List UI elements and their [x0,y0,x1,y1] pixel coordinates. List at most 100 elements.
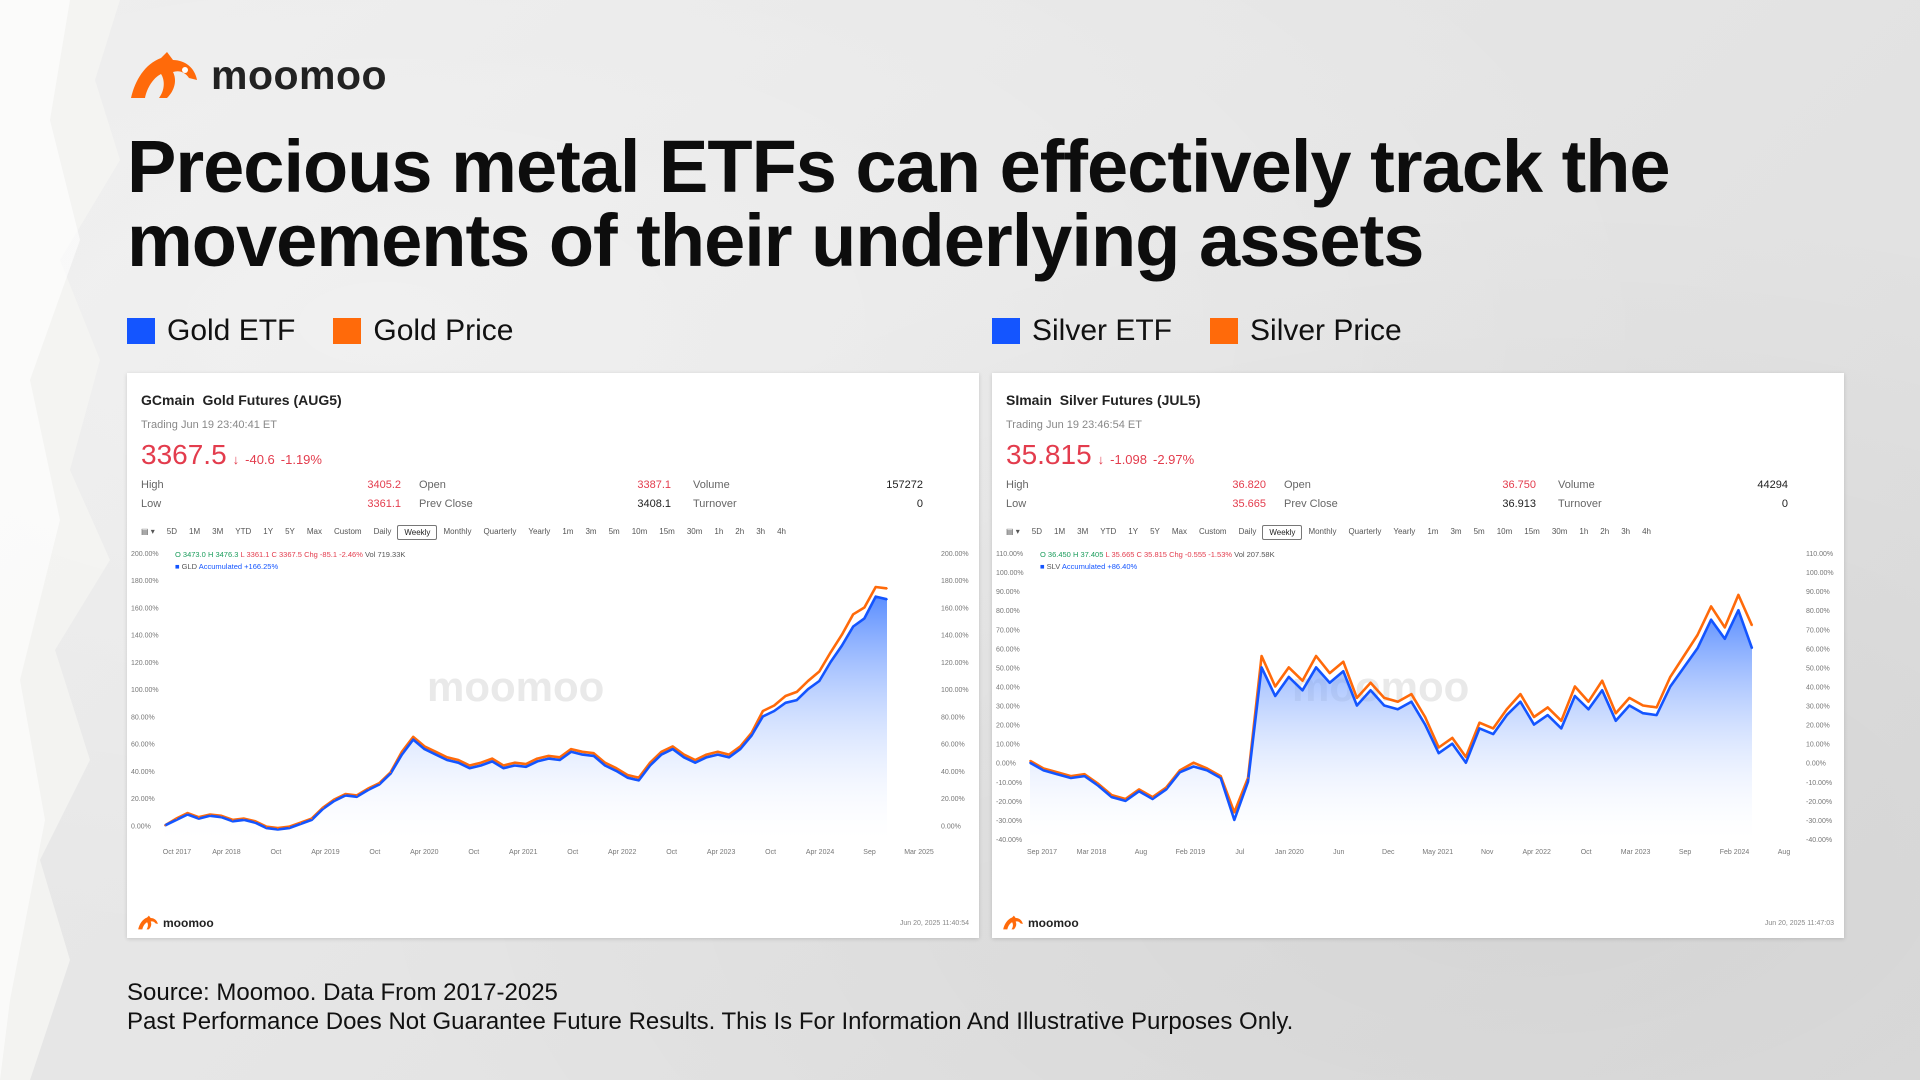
legend-item: Silver Price [1210,314,1402,348]
timeframe-button[interactable]: 2h [1600,527,1610,536]
timeframe-button[interactable]: 1h [1579,527,1589,536]
timeframe-button[interactable]: 3h [756,527,766,536]
x-tick-label: Mar 2025 [904,849,934,856]
data-point [186,813,189,816]
timeframe-button[interactable]: Monthly [1308,527,1337,536]
timeframe-button[interactable]: 3h [1621,527,1631,536]
timeframe-button[interactable]: 10m [631,527,648,536]
y-tick-label-right: 20.00% [941,796,965,803]
data-point [570,748,572,750]
timeframe-button[interactable]: 5m [1473,527,1485,536]
timeframe-button[interactable]: YTD [235,527,252,536]
stat-label: High [141,479,164,491]
data-point [1669,676,1672,678]
x-tick-label: Apr 2019 [311,849,340,856]
timeframe-button[interactable]: 4h [1642,527,1651,536]
timeframe-button[interactable]: Quarterly [483,527,517,536]
timeframe-button[interactable]: 1Y [1128,527,1139,536]
timeframe-button[interactable]: 5Y [1150,527,1160,536]
timeframe-button[interactable]: 3M [1077,527,1089,536]
data-point [886,598,888,601]
stat-label: Open [419,479,446,491]
y-tick-label-left: 30.00% [996,704,1020,711]
timeframe-button[interactable]: 4h [777,527,786,536]
timeframe-button[interactable]: 2h [735,527,745,536]
data-point [186,812,189,814]
stat-low: 35.665 [1232,498,1266,510]
data-point [344,794,347,797]
etf-ticker: SLV [1046,562,1061,571]
data-point [356,796,358,798]
timeframe-button[interactable]: 30m [686,527,703,536]
timeframe-button[interactable]: 3m [1450,527,1462,536]
legend-label: Silver ETF [1032,314,1173,347]
timeframe-button[interactable]: Monthly [443,527,472,536]
timeframe-button[interactable]: 3M [212,527,224,536]
timeframe-button[interactable]: Daily [373,527,392,536]
timeframe-button[interactable]: Quarterly [1348,527,1382,536]
data-point [1138,788,1140,791]
data-point [1179,769,1181,772]
ohlc-high: H 3476.3 [207,550,239,559]
data-point [649,761,651,764]
timeframe-button[interactable]: YTD [1100,527,1117,536]
data-point [322,806,324,809]
chart-type-dropdown[interactable]: ▤ ▾ [141,527,155,536]
legend-label: Silver Price [1250,314,1402,347]
watermark-text: moomoo [427,663,604,710]
timeframe-button[interactable]: 30m [1551,527,1568,536]
x-tick-label: Jun [1333,849,1344,856]
timeframe-button[interactable]: 1m [562,527,574,536]
data-point [446,759,448,761]
silver-legend: Silver ETF Silver Price [992,314,1440,348]
instrument-title: GCmain Gold Futures (AUG5) [141,392,342,408]
data-point [1410,700,1413,703]
timeframe-button[interactable]: Weekly [397,525,438,540]
data-point [378,782,381,784]
data-point [1451,737,1454,739]
timeframe-button[interactable]: 5m [608,527,620,536]
timeframe-button[interactable]: 5D [166,527,178,536]
timeframe-button[interactable]: 1m [1427,527,1439,536]
timeframe-button[interactable]: 15m [1524,527,1540,536]
timeframe-button[interactable]: Custom [334,527,362,536]
data-point [1465,761,1467,764]
data-point [367,787,369,790]
timeframe-button[interactable]: 1Y [263,527,274,536]
data-point [728,753,730,756]
timeframe-button[interactable]: 1M [1054,527,1066,536]
data-point [1260,666,1263,669]
timeframe-button[interactable]: Yearly [528,527,551,536]
chart-type-dropdown[interactable]: ▤ ▾ [1006,527,1020,536]
data-point [694,759,696,761]
price-change: -40.6 [245,452,275,467]
data-point [1655,706,1658,709]
timeframe-button[interactable]: 1M [189,527,201,536]
timeframe-button[interactable]: Custom [1199,527,1227,536]
timeframe-button[interactable]: 5Y [285,527,295,536]
disclaimer-text: Past Performance Does Not Guarantee Futu… [127,1008,1294,1035]
timeframe-button[interactable]: 3m [585,527,597,536]
x-tick-label: Nov [1481,849,1494,856]
timeframe-button[interactable]: 5D [1031,527,1043,536]
x-tick-label: Oct [270,849,281,856]
data-point [1628,697,1631,699]
timeframe-button[interactable]: 10m [1496,527,1513,536]
data-point [705,753,708,756]
timeframe-button[interactable]: Daily [1238,527,1257,536]
timeframe-button[interactable]: Max [306,527,322,536]
data-point [231,819,234,821]
stat-label: Low [1006,498,1027,510]
data-point [299,821,302,824]
data-point [243,819,245,821]
timeframe-button[interactable]: 15m [659,527,675,536]
data-point [277,827,279,829]
timeframe-button[interactable]: Yearly [1393,527,1416,536]
data-point [1546,706,1549,709]
timeframe-button[interactable]: 1h [714,527,724,536]
timeframe-button[interactable]: Max [1171,527,1187,536]
stats-row: Low 35.665 Prev Close 36.913 Turnover 0 [1006,498,1818,517]
data-point [1029,760,1031,762]
timeframe-button[interactable]: Weekly [1262,525,1303,540]
stat-prevclose: 36.913 [1502,498,1536,510]
